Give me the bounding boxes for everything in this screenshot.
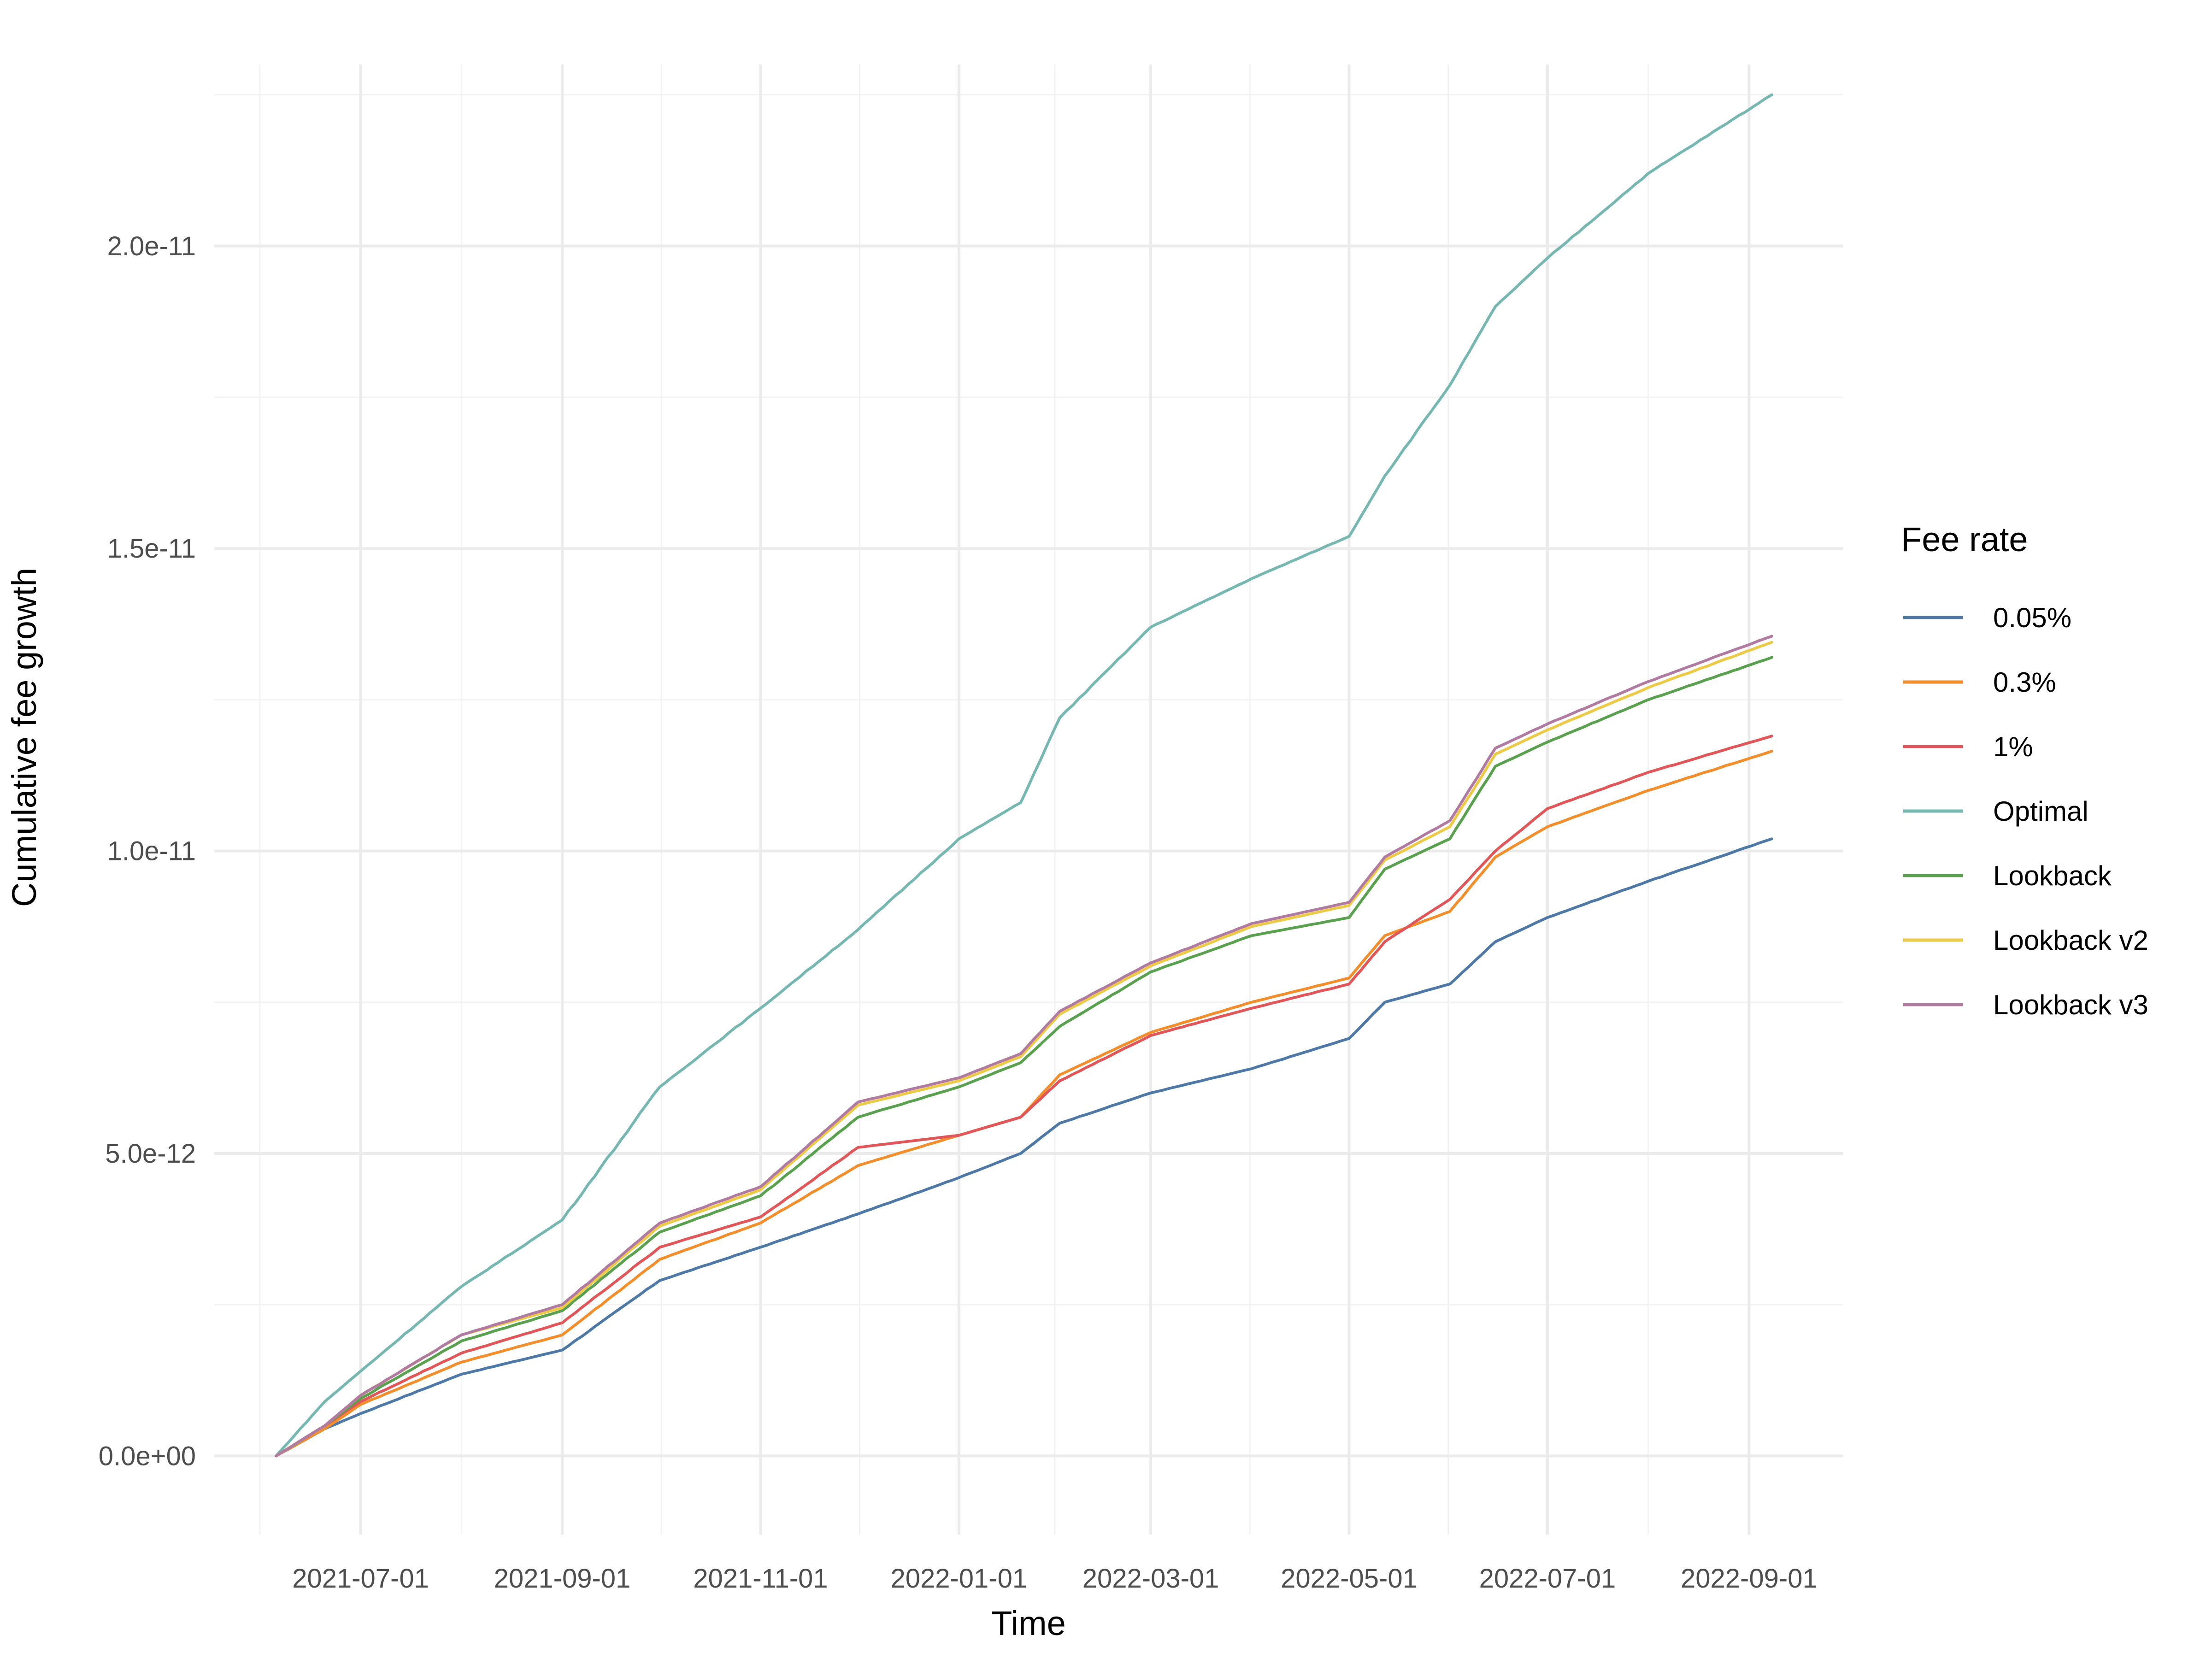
legend-title: Fee rate — [1901, 520, 2028, 559]
x-tick-label: 2022-03-01 — [1082, 1564, 1219, 1594]
legend-label: 0.05% — [1993, 602, 2071, 633]
x-tick-label: 2022-05-01 — [1281, 1564, 1418, 1594]
x-tick-label: 2021-07-01 — [292, 1564, 429, 1594]
x-tick-label: 2022-01-01 — [890, 1564, 1027, 1594]
series-line-lookback-v3 — [275, 635, 1773, 1458]
y-axis-title: Cumulative fee growth — [5, 568, 43, 907]
series-line-lookback-v2 — [275, 641, 1773, 1458]
legend-label: Lookback — [1993, 860, 2112, 891]
legend-label: 0.3% — [1993, 667, 2056, 698]
series-line-lookback — [275, 656, 1773, 1458]
legend-label: 1% — [1993, 731, 2033, 762]
y-tick-label: 1.5e-11 — [107, 534, 196, 564]
x-axis-ticks: 2021-07-01 2021-09-01 2021-11-01 2022-01-01… — [292, 1564, 1818, 1594]
y-axis-ticks: 0.0e+00 5.0e-12 1.0e-11 1.5e-11 2.0e-11 — [99, 231, 196, 1471]
series-lines — [275, 93, 1773, 1458]
legend-label: Lookback v3 — [1993, 989, 2148, 1020]
x-tick-label: 2021-09-01 — [494, 1564, 631, 1594]
y-tick-label: 2.0e-11 — [107, 231, 196, 261]
legend-items: 0.05% 0.3% 1% Optimal Lookback Lookback v2 Loo… — [1903, 602, 2148, 1020]
grid — [214, 65, 1843, 1535]
series-line-optimal — [275, 93, 1773, 1458]
y-tick-label: 0.0e+00 — [99, 1441, 196, 1471]
x-tick-label: 2022-09-01 — [1681, 1564, 1818, 1594]
legend-label: Optimal — [1993, 796, 2088, 827]
y-tick-label: 1.0e-11 — [107, 836, 196, 866]
legend: Fee rate 0.05% 0.3% 1% Optimal Lookback Lookb… — [1901, 520, 2148, 1020]
series-line-1- — [275, 735, 1773, 1458]
x-axis-title: Time — [991, 1604, 1066, 1642]
x-tick-label: 2021-11-01 — [693, 1564, 828, 1594]
legend-label: Lookback v2 — [1993, 925, 2148, 956]
series-line-0-05- — [275, 837, 1773, 1458]
y-tick-label: 5.0e-12 — [105, 1139, 196, 1169]
x-tick-label: 2022-07-01 — [1479, 1564, 1616, 1594]
